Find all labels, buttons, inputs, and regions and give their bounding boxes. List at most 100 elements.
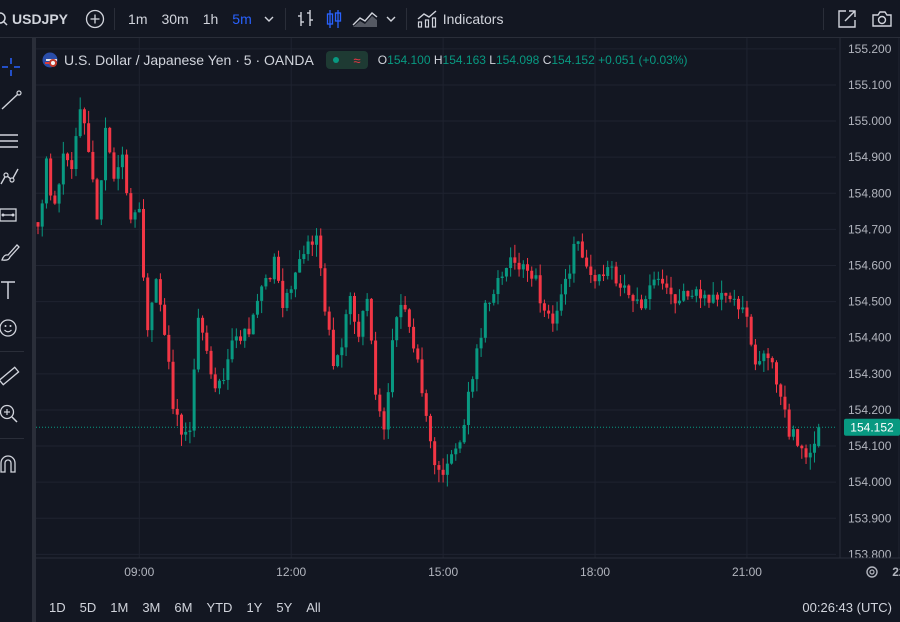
timeframe-5m[interactable]: 5m [232, 10, 252, 27]
toolbar-divider [114, 7, 116, 30]
chevron-down-icon[interactable] [382, 0, 400, 38]
candle-body [167, 334, 171, 362]
time-axis-label: 21:00 [732, 565, 762, 579]
range-6m[interactable]: 6M [174, 599, 193, 615]
candle-body [466, 391, 470, 425]
price-axis-label: 155.200 [848, 42, 892, 56]
instrument-title[interactable]: U.S. Dollar / Japanese Yen · 5 · OANDA [64, 52, 314, 68]
symbol-search-button[interactable]: USDJPY [12, 10, 69, 27]
trend-line-icon[interactable] [0, 90, 22, 112]
horizontal-lines-icon[interactable] [0, 130, 22, 152]
candle-body [196, 317, 200, 370]
toolbar-divider [0, 351, 24, 352]
candle-body [589, 266, 593, 275]
pattern-tool-icon[interactable] [0, 166, 22, 188]
range-5y[interactable]: 5Y [276, 599, 293, 615]
candle-body [513, 257, 517, 263]
candle-body [652, 279, 656, 286]
candle-body [800, 445, 804, 449]
candle-body [796, 429, 800, 446]
brush-icon[interactable] [0, 241, 22, 263]
candle-body [500, 276, 504, 278]
timeframe-1h[interactable]: 1h [202, 10, 219, 27]
candle-body [66, 153, 70, 161]
chevron-down-icon[interactable] [259, 0, 279, 38]
open-value: 154.100 [387, 53, 431, 67]
range-1m[interactable]: 1M [110, 599, 129, 615]
candle-body [386, 392, 390, 430]
ohlc-values: O154.100 H154.163 L154.098 C154.152 +0.0… [378, 53, 688, 67]
emoji-icon[interactable] [0, 317, 22, 339]
price-axis-label: 154.900 [848, 150, 892, 164]
camera-icon[interactable] [864, 0, 900, 38]
range-1d[interactable]: 1D [49, 599, 66, 615]
candle-body [369, 298, 373, 341]
compare-add-icon[interactable] [82, 0, 108, 38]
crosshair-icon[interactable] [0, 56, 22, 78]
candle-body [627, 285, 631, 296]
bar-chart-type-icon[interactable] [292, 0, 320, 38]
candle-body [298, 259, 302, 273]
range-all[interactable]: All [306, 599, 321, 615]
range-1y[interactable]: 1Y [246, 599, 263, 615]
price-axis-label: 155.000 [848, 114, 892, 128]
candle-body [437, 465, 441, 470]
price-axis[interactable]: 155.200 155.100 155.000 154.900 154.800 154.7… [839, 38, 892, 561]
candle-body [247, 328, 251, 335]
candle-body [133, 212, 137, 220]
market-status-pill[interactable]: ≈ [325, 51, 368, 69]
candle-body [530, 270, 534, 279]
text-tool-icon[interactable] [0, 279, 22, 301]
zoom-in-icon[interactable] [0, 403, 22, 425]
indicators-button[interactable]: Indicators [413, 0, 510, 38]
candle-body [601, 274, 605, 276]
candle-body [91, 151, 95, 180]
toolbar-divider [284, 7, 286, 30]
magnet-icon[interactable] [0, 454, 22, 476]
candle-body [707, 294, 711, 303]
indicators-icon [417, 9, 437, 28]
price-chart[interactable]: 155.200 155.100 155.000 154.900 154.800 154.7… [36, 38, 900, 592]
candle-body [285, 292, 289, 308]
share-icon[interactable] [830, 0, 864, 38]
candle-body [213, 374, 217, 389]
candle-body [272, 256, 276, 280]
candle-body [61, 153, 65, 185]
chart-legend: U.S. Dollar / Japanese Yen · 5 · OANDA ≈… [42, 50, 688, 70]
candle-body [226, 359, 230, 380]
candle-body [331, 329, 335, 367]
candle-body [255, 300, 259, 315]
price-tag-background [844, 418, 900, 436]
candle-body [551, 313, 555, 324]
candle-body [428, 415, 432, 442]
price-axis-label: 154.800 [848, 186, 892, 200]
settings-icon[interactable] [866, 566, 878, 578]
timeframe-30m[interactable]: 30m [161, 10, 189, 27]
range-5d[interactable]: 5D [79, 599, 97, 615]
range-ytd[interactable]: YTD [206, 599, 233, 615]
candle-body [340, 347, 344, 356]
candle-body [775, 362, 778, 385]
candle-body [171, 361, 175, 409]
candle-body [184, 431, 188, 435]
price-tag: 154.152 [844, 418, 900, 436]
candles-chart-type-icon[interactable] [320, 0, 348, 38]
candle-body [471, 379, 475, 392]
range-3m[interactable]: 3M [142, 599, 161, 615]
candle-body [458, 442, 462, 449]
timeframe-1m[interactable]: 1m [128, 10, 148, 27]
area-chart-type-icon[interactable] [348, 0, 382, 38]
search-icon[interactable] [0, 0, 8, 38]
time-axis-label: 22 [892, 565, 900, 579]
candle-body [315, 235, 319, 245]
ruler-icon[interactable] [0, 365, 22, 387]
time-axis[interactable]: 09:00 12:00 15:00 18:00 21:00 22 [36, 557, 900, 579]
low-label: L [489, 53, 496, 67]
high-value: 154.163 [442, 53, 486, 67]
candle-body [399, 304, 403, 318]
forecast-tool-icon[interactable] [0, 204, 22, 226]
time-axis-label: 12:00 [276, 565, 306, 579]
range-bar: 1D 5D 1M 3M 6M YTD 1Y 5Y All 00:26:43 (U… [36, 592, 900, 622]
candle-body [390, 340, 394, 393]
utc-clock[interactable]: 00:26:43 (UTC) [802, 599, 892, 615]
